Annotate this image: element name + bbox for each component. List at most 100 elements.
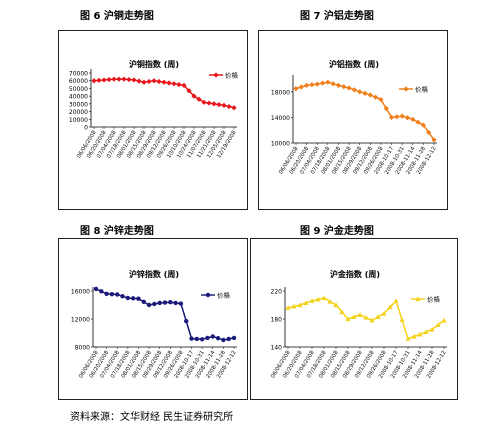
legend-label: 价格 — [225, 71, 239, 80]
data-point — [221, 102, 227, 108]
data-point-mid — [184, 318, 189, 324]
data-point — [191, 93, 197, 99]
data-point — [321, 295, 327, 301]
data-point — [431, 137, 437, 143]
y-tick-label: 0 — [84, 125, 88, 132]
data-point — [333, 302, 339, 308]
data-point — [405, 336, 411, 341]
data-point — [381, 310, 387, 316]
data-point — [131, 77, 137, 83]
data-point-mid — [141, 299, 146, 305]
data-point-mid — [156, 78, 162, 85]
data-point-mid — [351, 314, 357, 319]
legend-marker — [403, 86, 409, 92]
data-point — [151, 78, 157, 84]
data-point — [417, 331, 423, 337]
gold-chart-panel: 沪金指数 (周) 140 180 220 06/06/2008 06/20/2008 07/… — [250, 238, 458, 400]
data-point — [168, 300, 173, 305]
data-point-mid — [96, 77, 102, 83]
data-point — [121, 76, 127, 82]
chart-title: 沪金指数 (周) — [330, 269, 380, 279]
data-point — [346, 85, 352, 91]
data-point — [101, 77, 107, 83]
aluminum-chart-panel: 沪铝指数 (周) 10000 14000 18000 06/06/2008 06/20/2… — [258, 30, 448, 210]
data-point — [93, 286, 99, 292]
figure-8-title: 图 8 沪锌走势图 — [80, 226, 154, 237]
data-point — [410, 116, 416, 122]
data-point-mid — [291, 303, 297, 309]
y-tick-label: 220 — [271, 289, 283, 296]
data-point — [201, 99, 207, 105]
figure-6-title: 图 6 沪铜走势图 — [80, 11, 154, 22]
data-point — [111, 76, 117, 82]
data-point-mid — [166, 80, 172, 86]
gold-chart: 沪金指数 (周)14018022006/06/200806/20/200807/… — [270, 269, 448, 380]
data-point-mid — [394, 114, 400, 120]
data-point — [104, 291, 109, 296]
data-point-mid — [116, 76, 122, 82]
data-point — [189, 336, 194, 341]
legend-label: 价格 — [415, 85, 429, 94]
y-tick-label: 30000 — [69, 101, 88, 108]
chart-title: 沪锌指数 (周) — [129, 269, 179, 279]
data-point-mid — [186, 88, 192, 94]
y-tick-label: 50000 — [69, 86, 88, 93]
data-point — [304, 82, 310, 88]
y-tick-label: 16000 — [71, 289, 90, 296]
y-tick-label: 10000 — [69, 117, 88, 124]
chart-title: 沪铝指数 (周) — [329, 59, 379, 69]
legend-marker — [213, 72, 219, 78]
data-point-mid — [327, 298, 333, 304]
data-point — [293, 86, 299, 92]
data-point-mid — [196, 96, 202, 102]
y-tick-label: 40000 — [69, 94, 88, 101]
data-point-mid — [194, 336, 200, 342]
data-point — [211, 101, 217, 107]
data-point-mid — [99, 289, 104, 294]
data-point — [125, 295, 131, 301]
data-point-mid — [399, 317, 405, 322]
data-point — [157, 300, 162, 306]
y-tick-label: 140 — [271, 345, 283, 352]
data-point — [420, 122, 426, 128]
figure-7-title: 图 7 沪铝走势图 — [300, 11, 374, 22]
data-point-mid — [126, 76, 132, 83]
data-point-mid — [411, 333, 417, 339]
copper-chart: 沪铜指数 (周) 01000020000300004000050000600007… — [69, 59, 239, 159]
data-point — [285, 305, 291, 310]
data-point — [210, 334, 215, 339]
data-point — [231, 105, 237, 111]
source-note: 资料来源：文华财经 民生证券研究所 — [70, 412, 234, 423]
y-tick-label: 14000 — [271, 115, 290, 122]
data-point-mid — [298, 84, 304, 90]
data-point-mid — [216, 102, 222, 108]
data-point — [393, 298, 399, 303]
legend-label: 价格 — [427, 295, 441, 304]
data-point-mid — [435, 322, 441, 328]
data-point — [146, 302, 152, 308]
y-tick-label: 60000 — [69, 78, 88, 85]
data-point — [309, 298, 315, 303]
figure-9-title: 图 9 沪金走势图 — [300, 226, 374, 237]
y-tick-label: 10000 — [271, 141, 290, 148]
data-point — [297, 302, 303, 308]
data-point-mid — [152, 301, 157, 307]
data-point-mid — [309, 82, 315, 88]
data-point-mid — [215, 336, 221, 341]
data-point — [161, 79, 167, 85]
y-tick-label: 20000 — [69, 109, 88, 116]
data-point-mid — [315, 296, 321, 302]
y-tick-label: 18000 — [271, 89, 290, 96]
data-point — [231, 335, 237, 341]
data-point-mid — [130, 296, 136, 301]
data-point-mid — [176, 81, 182, 88]
data-point — [429, 326, 435, 332]
data-point — [357, 312, 363, 317]
chart-title: 沪铜指数 (周) — [129, 59, 179, 69]
data-point — [325, 79, 331, 85]
data-point — [221, 337, 226, 343]
data-point-mid — [330, 81, 336, 87]
data-point-mid — [205, 335, 210, 341]
data-point-mid — [375, 314, 381, 319]
y-tick-label: 180 — [271, 317, 283, 324]
